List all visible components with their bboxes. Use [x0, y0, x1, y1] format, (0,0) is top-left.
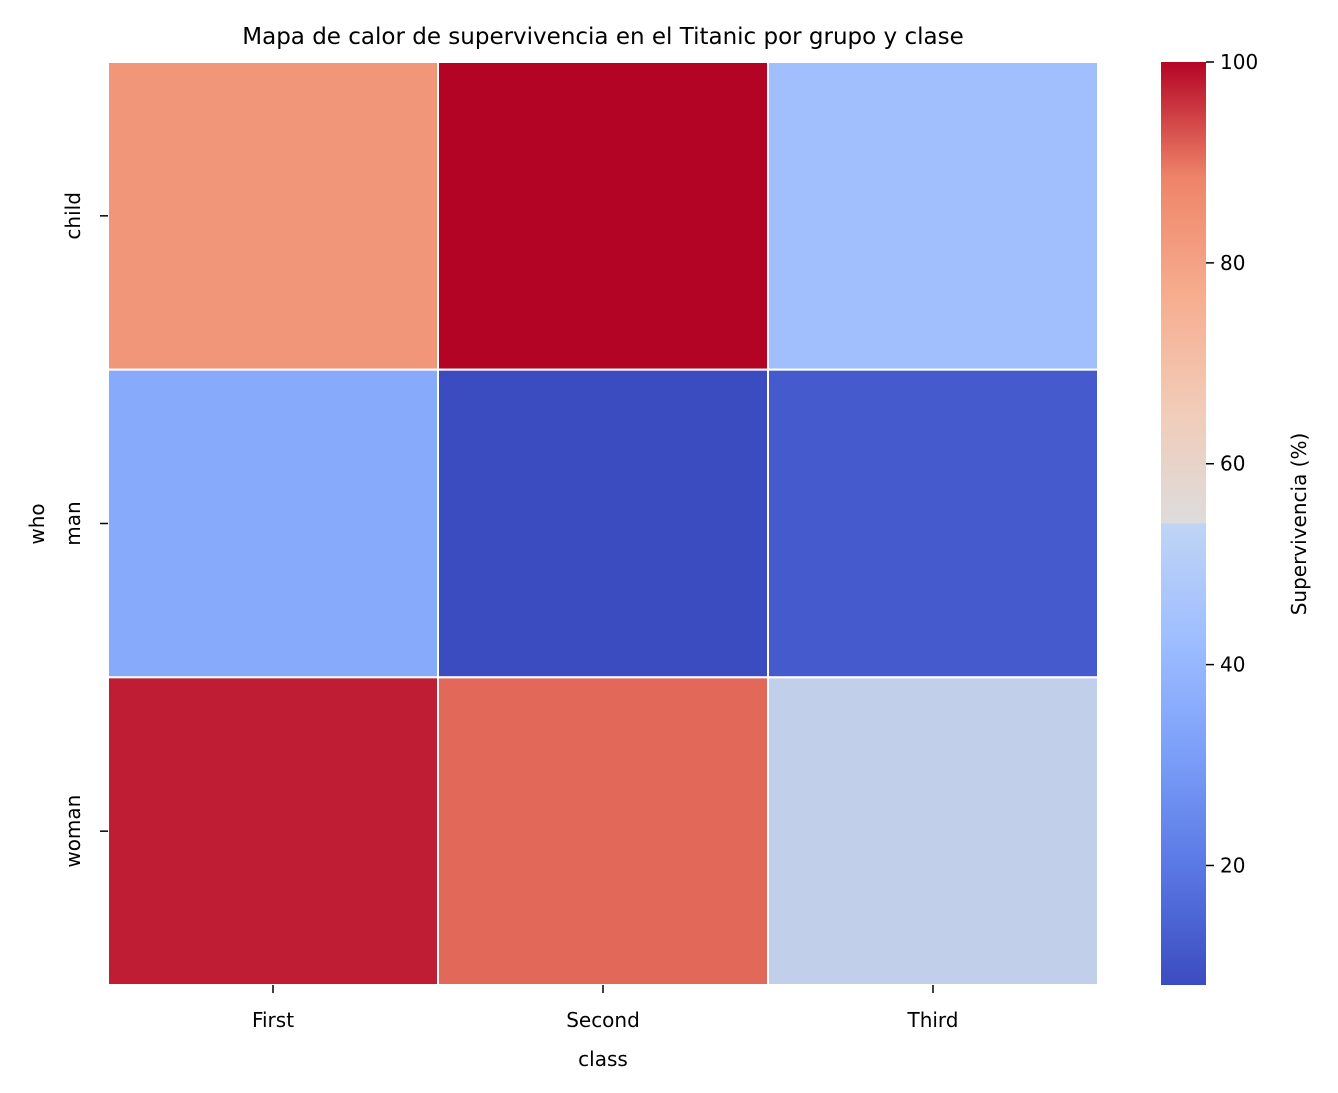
heatmap-cell-child-Second — [437, 61, 769, 371]
heatmap-cell-woman-First — [107, 676, 439, 986]
colorbar-tick-label: 100 — [1220, 50, 1258, 74]
heatmap-cell-man-Third — [767, 368, 1099, 679]
heatmap-cell-woman-Third — [767, 676, 1099, 986]
x-tick-label: First — [252, 1008, 294, 1032]
heatmap-cells — [107, 61, 1099, 986]
chart-title: Mapa de calor de supervivencia en el Tit… — [242, 24, 963, 50]
y-tick-label: child — [61, 192, 85, 239]
heatmap-cell-child-First — [107, 61, 439, 371]
heatmap-cell-man-Second — [437, 368, 769, 679]
colorbar-tick-label: 60 — [1220, 452, 1245, 476]
x-tick-label: Third — [906, 1008, 958, 1032]
x-tick-label: Second — [566, 1008, 640, 1032]
y-axis: child man woman — [61, 192, 108, 868]
x-axis-label: class — [578, 1047, 628, 1071]
colorbar — [1161, 62, 1206, 985]
colorbar-tick-label: 20 — [1220, 853, 1245, 877]
y-axis-label: who — [25, 503, 49, 544]
colorbar-tick-label: 40 — [1220, 653, 1245, 677]
heatmap-cell-child-Third — [767, 61, 1099, 371]
heatmap-cell-woman-Second — [437, 676, 769, 986]
colorbar-ticks: 20 40 60 80 100 — [1206, 50, 1258, 877]
colorbar-label: Supervivencia (%) — [1287, 433, 1311, 616]
y-tick-label: man — [61, 501, 85, 545]
x-axis: First Second Third — [252, 985, 959, 1032]
y-tick-label: woman — [61, 795, 85, 868]
colorbar-tick-label: 80 — [1220, 251, 1245, 275]
heatmap-cell-man-First — [107, 368, 439, 679]
